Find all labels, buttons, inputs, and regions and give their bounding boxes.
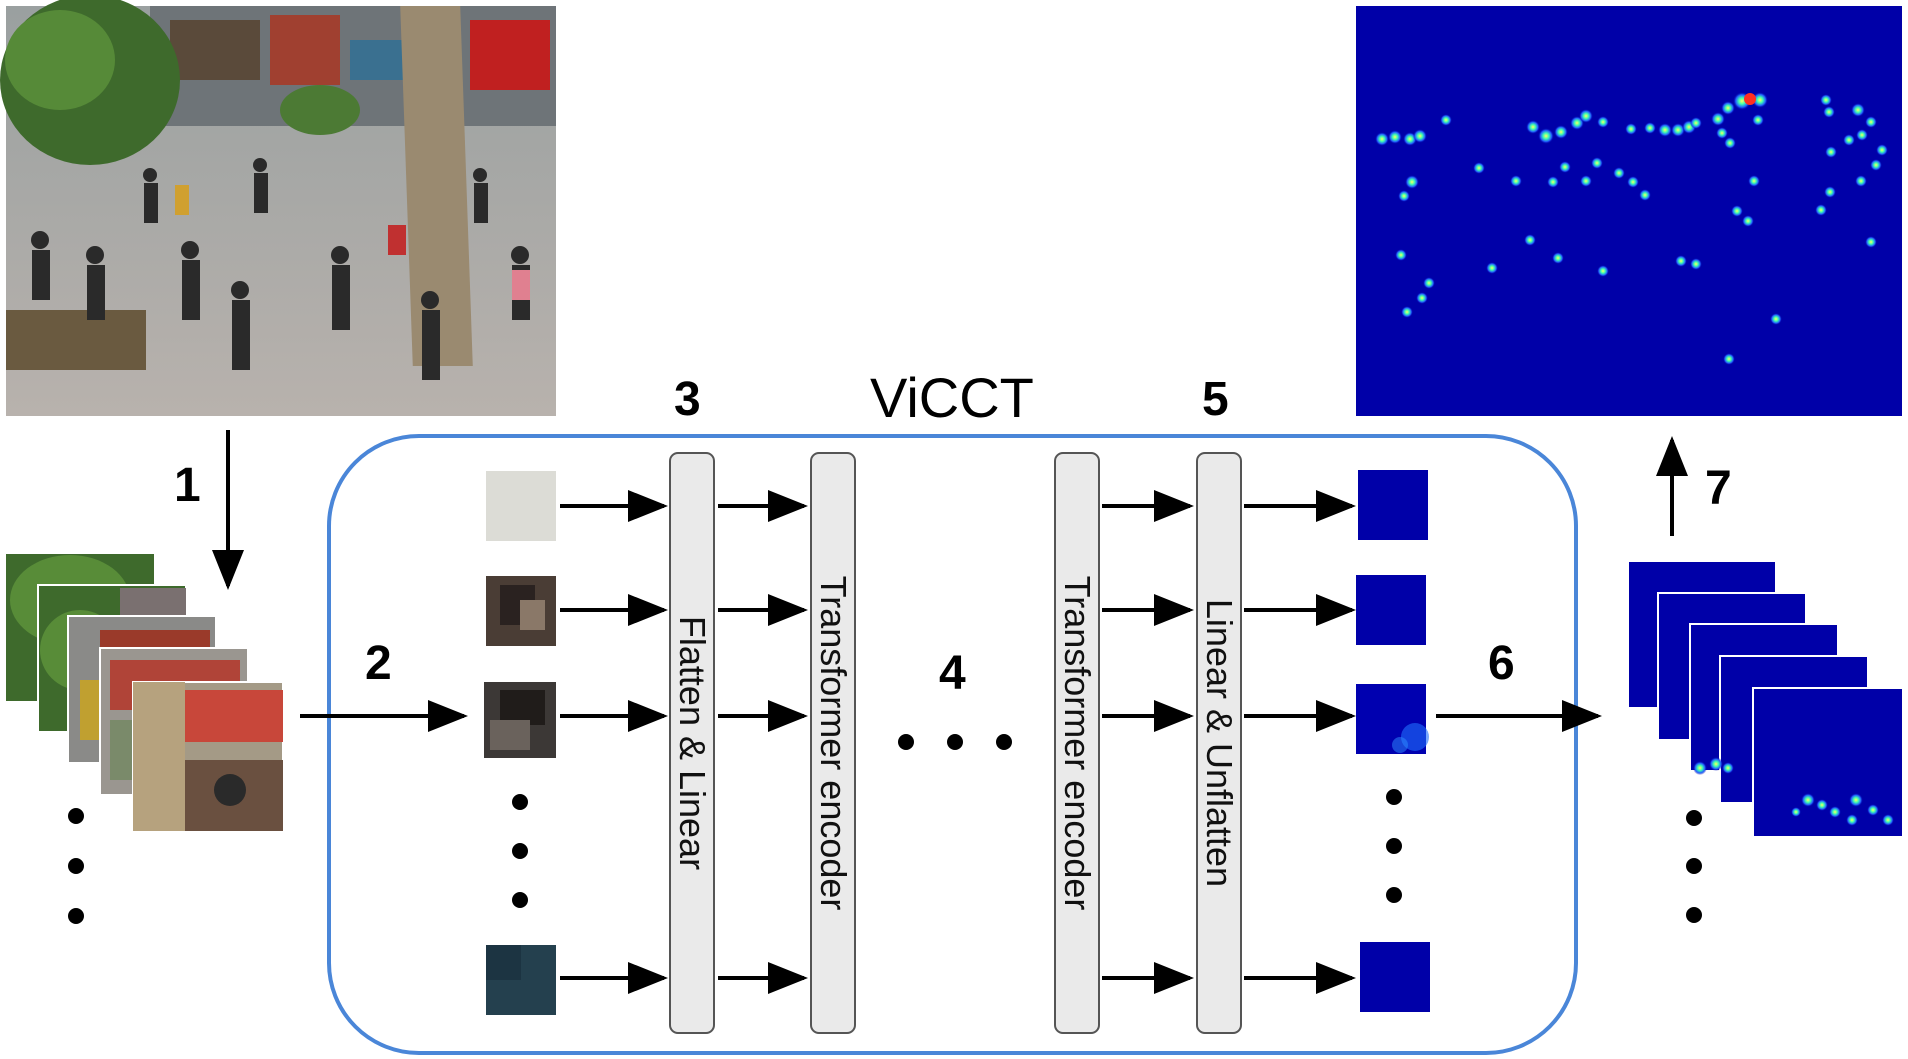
ellipsis-dots [68, 734, 1702, 924]
step-label-3: 3 [674, 373, 701, 426]
linear-unflatten-label: Linear & Unflatten [1199, 598, 1240, 888]
arrows [212, 430, 1688, 994]
step-label-7: 7 [1705, 462, 1732, 515]
patch-crops-stack [6, 554, 284, 832]
flatten-linear-label: Flatten & Linear [672, 615, 713, 871]
transformer-encoder-label: Transformer encoder [1057, 575, 1098, 911]
output-patch [1358, 470, 1428, 540]
output-patches [1356, 470, 1430, 1012]
transformer-encoder-layer: Transformer encoder [1054, 452, 1100, 1034]
step-label-6: 6 [1488, 637, 1515, 690]
output-patch [1360, 942, 1430, 1012]
step-label-2: 2 [365, 637, 392, 690]
input-patches [484, 471, 556, 1015]
input-crowd-image [0, 0, 556, 416]
density-map-output [1356, 6, 1902, 416]
transformer-encoder-layer: Transformer encoder [810, 452, 856, 1034]
diagram-title: ViCCT [870, 366, 1034, 429]
transformer-encoder-label: Transformer encoder [813, 575, 854, 911]
output-patch [1356, 575, 1426, 645]
flatten-linear-layer: Flatten & Linear [669, 452, 715, 1034]
vicct-frame [327, 434, 1578, 1055]
step-label-1: 1 [174, 459, 201, 512]
output-density-stack [1627, 560, 1904, 838]
step-label-5: 5 [1202, 373, 1229, 426]
input-patch [486, 471, 556, 541]
linear-unflatten-layer: Linear & Unflatten [1196, 452, 1242, 1034]
step-label-4: 4 [939, 647, 966, 700]
